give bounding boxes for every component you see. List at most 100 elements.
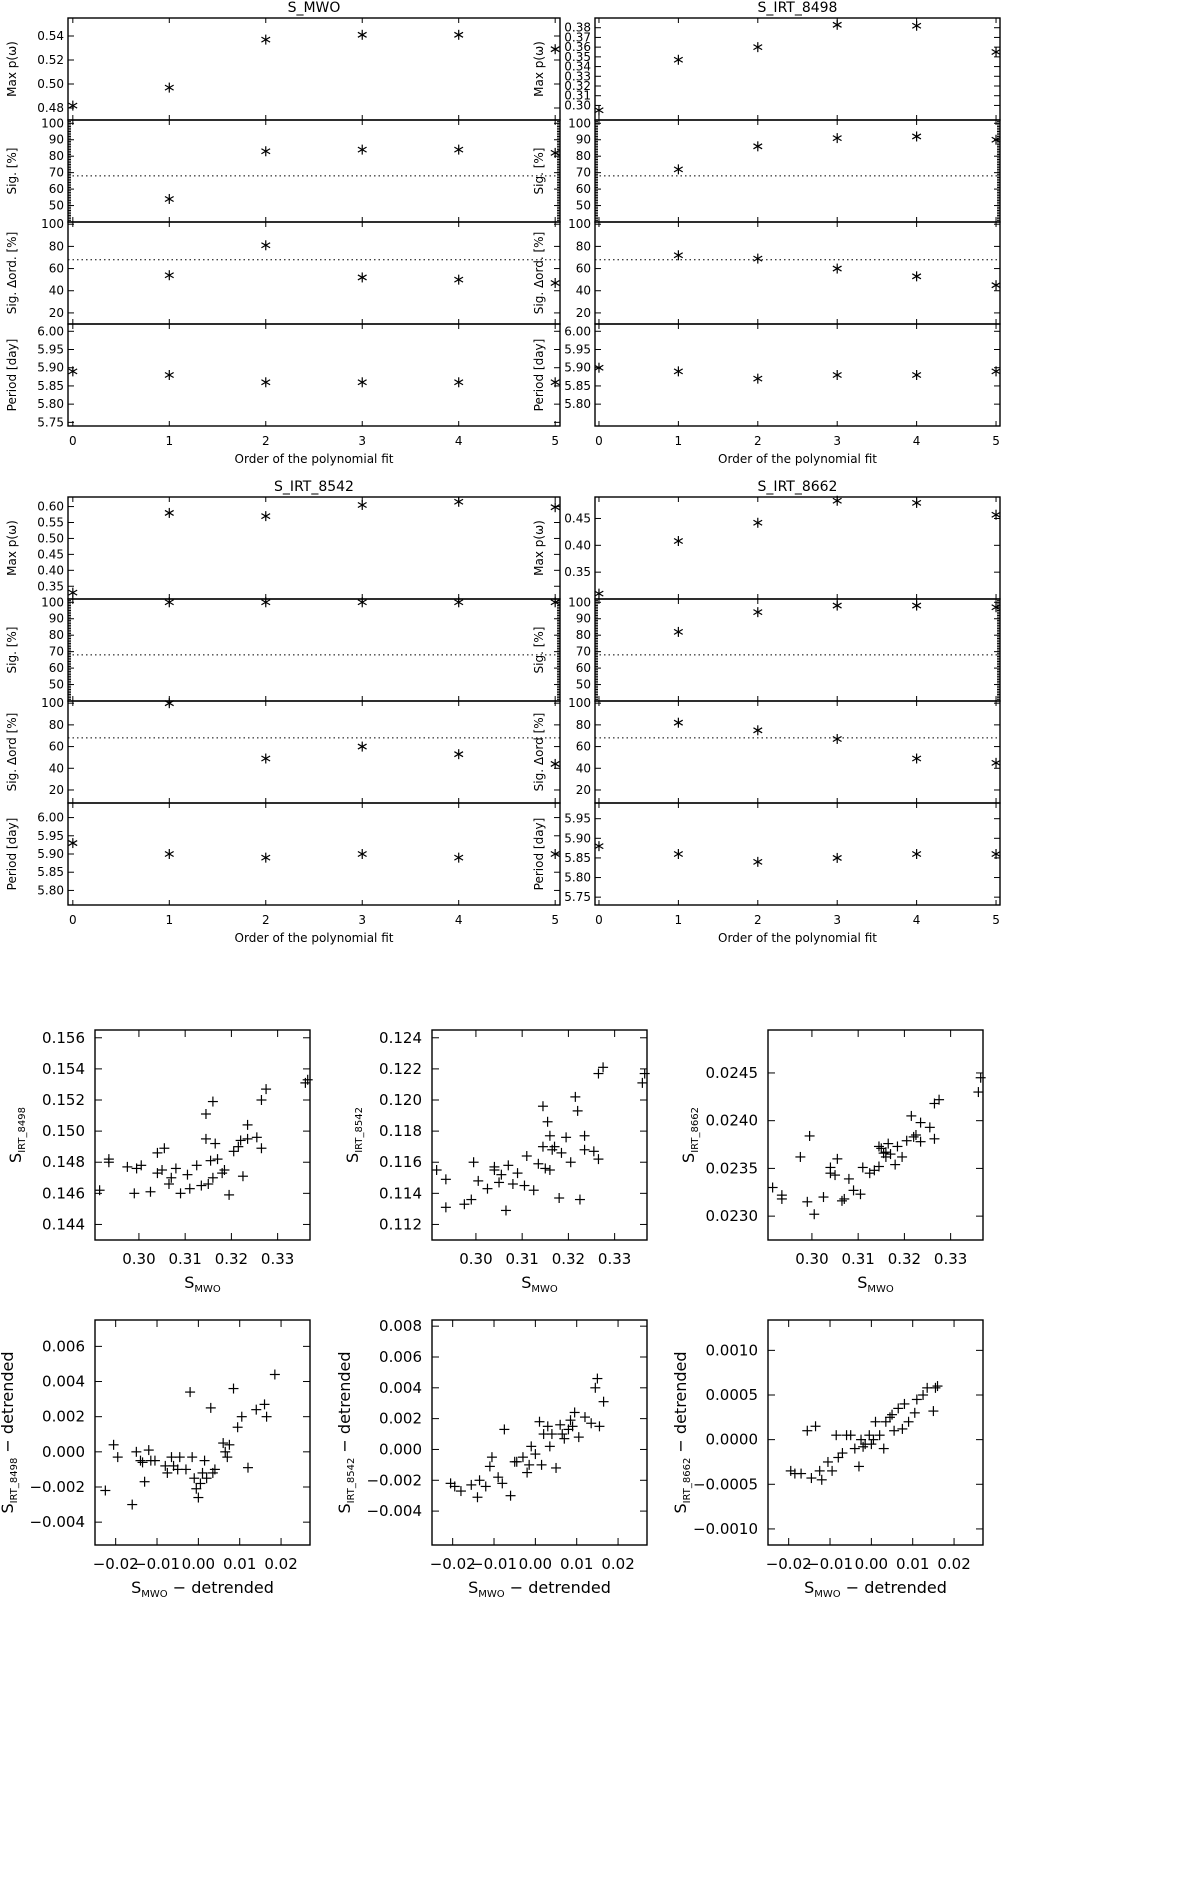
- data-point: [472, 1492, 483, 1503]
- data-point: [228, 1383, 239, 1394]
- y-tick-label: 60: [576, 262, 591, 276]
- x-tick-label: 0: [69, 913, 77, 927]
- data-point: [544, 1130, 555, 1141]
- data-point: [586, 1418, 597, 1429]
- data-point: [785, 1465, 796, 1476]
- y-axis-label: SIRT_8498 − detrended: [0, 1351, 20, 1513]
- plot-frame: [431, 1319, 648, 1546]
- data-point: [210, 1138, 221, 1149]
- data-point: [556, 1147, 567, 1158]
- plot-frame: [431, 1029, 648, 1241]
- panel-2: 50 60 70 80 90 100 Sig. [%]: [532, 595, 1001, 702]
- data-point: [454, 852, 464, 863]
- data-point: [873, 1161, 884, 1172]
- data-point: [753, 141, 763, 152]
- panel-3: 20 40 60 80 100 Sig. Δord. [%]: [532, 217, 1001, 325]
- y-tick-label: 0.33: [564, 69, 591, 83]
- data-point: [261, 240, 271, 251]
- data-point: [242, 1133, 253, 1144]
- x-tick-label: 0.32: [888, 1250, 921, 1268]
- data-point: [454, 496, 464, 507]
- y-tick-label: 0.124: [379, 1029, 422, 1047]
- data-point: [590, 1382, 601, 1393]
- y-tick-label: 0.0240: [706, 1112, 759, 1130]
- data-point: [236, 1411, 247, 1422]
- data-point: [135, 1455, 146, 1466]
- y-tick-label: 60: [49, 182, 64, 196]
- y-tick-label: 0.50: [37, 531, 64, 545]
- data-point: [108, 1439, 119, 1450]
- y-tick-label: 0.40: [37, 563, 64, 577]
- data-point: [222, 1452, 233, 1463]
- data-point: [845, 1430, 856, 1441]
- data-point: [357, 144, 367, 155]
- data-point: [496, 1169, 507, 1180]
- data-point: [570, 1091, 581, 1102]
- data-point: [849, 1443, 860, 1454]
- data-point: [533, 1158, 544, 1169]
- data-point: [929, 1133, 940, 1144]
- data-point: [903, 1416, 914, 1427]
- x-tick-label: 4: [913, 434, 921, 448]
- x-tick-label: 4: [455, 913, 463, 927]
- data-point: [598, 1062, 609, 1073]
- y-tick-label: 0.152: [42, 1091, 85, 1109]
- data-point: [468, 1157, 479, 1168]
- y-tick-label: 0.52: [37, 53, 64, 67]
- x-tick-label: 0.01: [896, 1555, 929, 1573]
- y-axis-label: Period [day]: [532, 339, 546, 412]
- data-point: [637, 1077, 648, 1088]
- y-tick-label: 90: [576, 133, 591, 147]
- data-point: [493, 1472, 504, 1483]
- data-point: [753, 517, 763, 528]
- data-point: [145, 1186, 156, 1197]
- y-tick-label: 0.008: [379, 1317, 422, 1335]
- x-axis-label: SMWO − detrended: [468, 1578, 611, 1600]
- data-point: [189, 1473, 200, 1484]
- y-tick-label: 0.120: [379, 1091, 422, 1109]
- data-point: [908, 1131, 919, 1142]
- y-tick-label: 0.50: [37, 77, 64, 91]
- data-point: [164, 193, 174, 204]
- panel-frame: [67, 496, 561, 600]
- y-tick-label: 0.38: [564, 21, 591, 35]
- data-point: [889, 1425, 900, 1436]
- data-point: [357, 499, 367, 510]
- x-tick-label: 4: [913, 913, 921, 927]
- data-point: [832, 600, 842, 611]
- panel-frame: [594, 496, 1001, 600]
- x-axis-label: Order of the polynomial fit: [235, 452, 394, 466]
- data-point: [930, 1382, 941, 1393]
- y-tick-label: 5.85: [37, 865, 64, 879]
- data-point: [209, 1464, 220, 1475]
- y-tick-label: −0.004: [366, 1502, 422, 1520]
- y-tick-label: 0.154: [42, 1060, 85, 1078]
- data-point: [911, 131, 922, 142]
- data-point: [544, 1441, 555, 1452]
- data-point: [673, 54, 684, 65]
- y-tick-label: 0.30: [564, 98, 591, 112]
- data-point: [218, 1438, 229, 1449]
- y-tick-label: 0.60: [37, 500, 64, 514]
- x-tick-label: 0.02: [601, 1555, 634, 1573]
- x-tick-label: 0.31: [168, 1250, 201, 1268]
- y-tick-label: 5.80: [564, 397, 591, 411]
- data-point: [164, 849, 174, 859]
- y-tick-label: 0.146: [42, 1184, 85, 1202]
- x-tick-label: 0.02: [937, 1555, 970, 1573]
- data-point: [594, 588, 604, 599]
- data-point: [166, 1172, 177, 1183]
- data-point: [572, 1105, 583, 1116]
- y-tick-label: 80: [49, 628, 64, 642]
- data-point: [544, 1165, 555, 1175]
- data-point: [519, 1180, 530, 1191]
- data-point: [825, 1168, 836, 1179]
- x-tick-label: −0.02: [430, 1555, 476, 1573]
- x-tick-label: 0.02: [264, 1555, 297, 1573]
- y-tick-label: −0.0005: [693, 1475, 758, 1493]
- data-point: [103, 1154, 114, 1165]
- data-point: [887, 1409, 898, 1420]
- data-point: [832, 370, 842, 380]
- y-tick-label: 50: [49, 199, 64, 213]
- data-point: [906, 1110, 917, 1121]
